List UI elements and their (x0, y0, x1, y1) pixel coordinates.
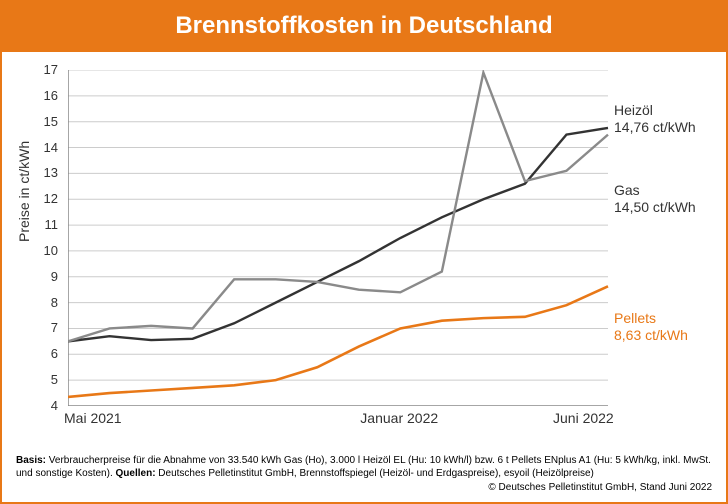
y-tick-label: 4 (28, 398, 58, 413)
y-tick-label: 8 (28, 295, 58, 310)
quellen-label: Quellen: (116, 468, 156, 479)
y-tick-label: 7 (28, 320, 58, 335)
y-tick-label: 11 (28, 217, 58, 232)
copyright-text: © Deutsches Pelletinstitut GmbH, Stand J… (16, 481, 712, 495)
y-tick-label: 10 (28, 243, 58, 258)
chart-container: Brennstoffkosten in Deutschland Preise i… (0, 0, 728, 504)
series-label-pellets: Pellets8,63 ct/kWh (614, 310, 688, 344)
x-tick-label: Juni 2022 (553, 410, 614, 426)
y-tick-label: 16 (28, 88, 58, 103)
y-tick-label: 17 (28, 62, 58, 77)
y-tick-label: 6 (28, 346, 58, 361)
x-tick-label: Januar 2022 (360, 410, 438, 426)
chart-plot (68, 70, 678, 406)
y-tick-label: 14 (28, 140, 58, 155)
y-tick-label: 13 (28, 165, 58, 180)
series-label-gas: Gas14,50 ct/kWh (614, 182, 696, 216)
chart-title: Brennstoffkosten in Deutschland (2, 2, 726, 52)
series-label-heizöl: Heizöl14,76 ct/kWh (614, 102, 696, 136)
basis-label: Basis: (16, 455, 46, 466)
series-line-gas (68, 73, 608, 342)
quellen-text: Deutsches Pelletinstitut GmbH, Brennstof… (156, 468, 594, 479)
y-tick-label: 15 (28, 114, 58, 129)
x-tick-label: Mai 2021 (64, 410, 122, 426)
footnote: Basis: Verbraucherpreise für die Abnahme… (16, 454, 712, 495)
series-line-heizöl (68, 128, 608, 341)
y-tick-label: 9 (28, 269, 58, 284)
y-tick-label: 12 (28, 191, 58, 206)
y-tick-label: 5 (28, 372, 58, 387)
